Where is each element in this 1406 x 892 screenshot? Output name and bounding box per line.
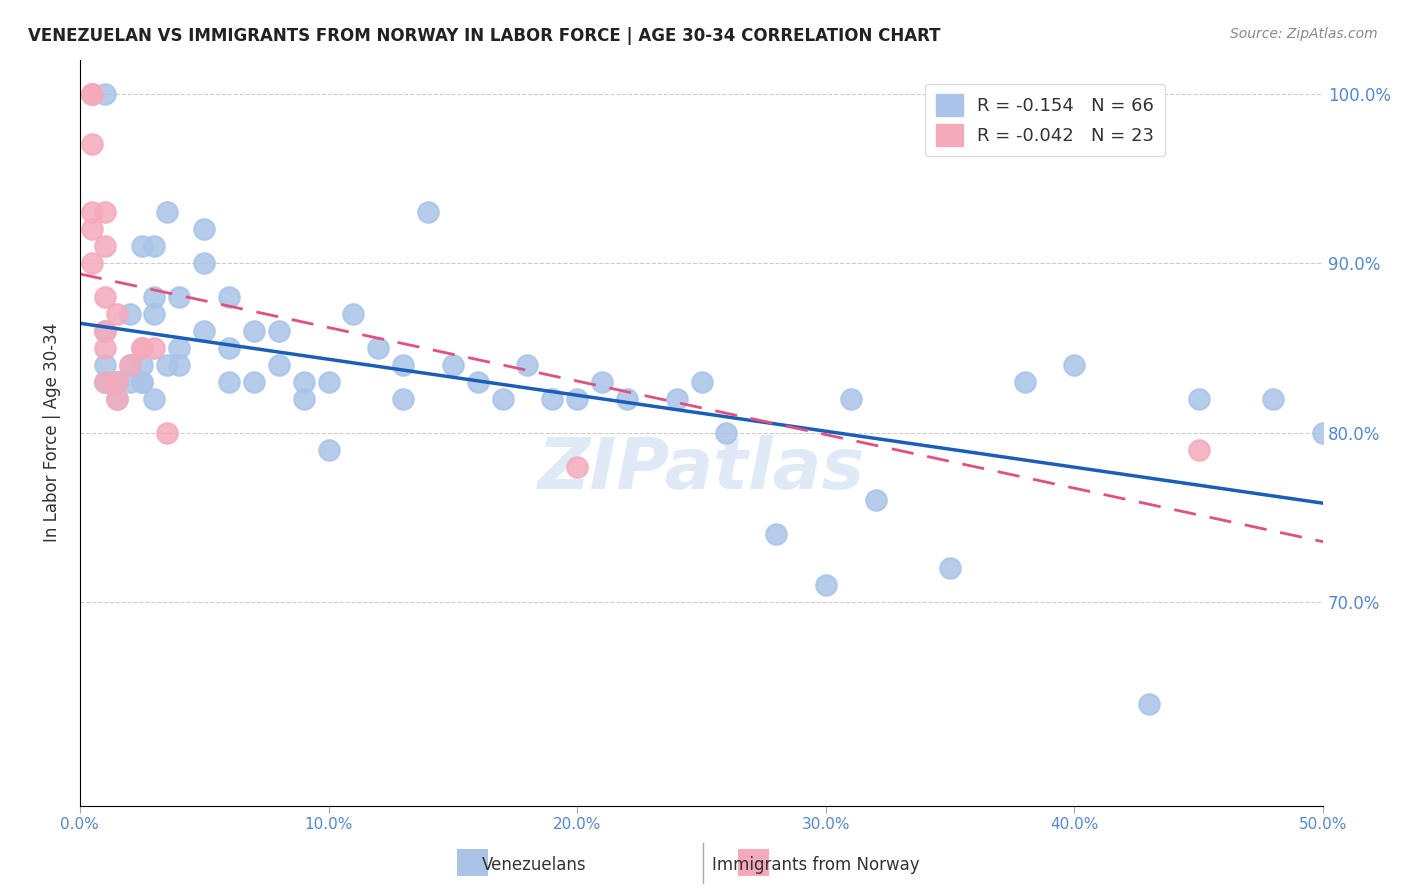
Point [82, 256, 104, 270]
Point [292, 392, 315, 406]
Point [1312, 425, 1334, 440]
Point [865, 493, 887, 508]
Point [93, 290, 115, 304]
Point [716, 425, 738, 440]
Point [218, 341, 240, 355]
Point [342, 307, 364, 321]
Point [105, 392, 128, 406]
Point [82, 137, 104, 152]
Point [567, 459, 589, 474]
Point [690, 375, 713, 389]
Point [193, 324, 215, 338]
Text: Venezuelans: Venezuelans [482, 855, 586, 873]
Point [541, 392, 564, 406]
Text: VENEZUELAN VS IMMIGRANTS FROM NORWAY IN LABOR FORCE | AGE 30-34 CORRELATION CHAR: VENEZUELAN VS IMMIGRANTS FROM NORWAY IN … [28, 27, 941, 45]
Point [131, 239, 153, 253]
Point [93, 205, 115, 219]
Point [665, 392, 688, 406]
Point [82, 87, 104, 101]
Point [82, 87, 104, 101]
Point [567, 392, 589, 406]
Point [839, 392, 862, 406]
Point [93, 341, 115, 355]
Point [1263, 392, 1285, 406]
Point [318, 375, 340, 389]
Point [267, 358, 290, 372]
Point [105, 307, 128, 321]
Point [93, 324, 115, 338]
Point [143, 392, 166, 406]
Point [392, 392, 415, 406]
Point [814, 578, 837, 592]
Text: Immigrants from Norway: Immigrants from Norway [711, 855, 920, 873]
Point [765, 527, 787, 541]
Point [82, 205, 104, 219]
Point [156, 205, 179, 219]
Point [169, 341, 191, 355]
Point [82, 87, 104, 101]
Point [1188, 442, 1211, 457]
Point [218, 375, 240, 389]
Point [93, 375, 115, 389]
Point [416, 205, 439, 219]
Legend: R = -0.154   N = 66, R = -0.042   N = 23: R = -0.154 N = 66, R = -0.042 N = 23 [925, 84, 1166, 156]
Point [218, 290, 240, 304]
Point [118, 307, 141, 321]
Point [616, 392, 638, 406]
Point [105, 375, 128, 389]
Point [93, 239, 115, 253]
Point [243, 375, 266, 389]
Point [105, 392, 128, 406]
Point [131, 358, 153, 372]
Point [143, 307, 166, 321]
Point [105, 375, 128, 389]
Point [193, 256, 215, 270]
Point [82, 222, 104, 236]
Point [93, 375, 115, 389]
Point [143, 239, 166, 253]
Point [441, 358, 464, 372]
Point [491, 392, 513, 406]
Point [318, 442, 340, 457]
Point [118, 375, 141, 389]
Point [292, 375, 315, 389]
Point [118, 358, 141, 372]
Point [1188, 392, 1211, 406]
Point [267, 324, 290, 338]
Text: Source: ZipAtlas.com: Source: ZipAtlas.com [1230, 27, 1378, 41]
Point [1014, 375, 1036, 389]
Point [591, 375, 613, 389]
Point [367, 341, 389, 355]
Point [243, 324, 266, 338]
Text: ZIPatlas: ZIPatlas [538, 435, 865, 504]
Point [392, 358, 415, 372]
Point [156, 425, 179, 440]
Point [105, 375, 128, 389]
Point [105, 375, 128, 389]
Point [939, 561, 962, 575]
Point [93, 358, 115, 372]
Point [1063, 358, 1085, 372]
Y-axis label: In Labor Force | Age 30-34: In Labor Force | Age 30-34 [44, 323, 60, 542]
Point [169, 290, 191, 304]
Point [131, 341, 153, 355]
Point [131, 375, 153, 389]
Point [193, 222, 215, 236]
Point [93, 324, 115, 338]
Point [467, 375, 489, 389]
Point [93, 375, 115, 389]
Point [118, 358, 141, 372]
Point [131, 341, 153, 355]
Point [131, 375, 153, 389]
Point [156, 358, 179, 372]
Point [143, 290, 166, 304]
Point [143, 341, 166, 355]
Point [1137, 697, 1160, 711]
Point [516, 358, 538, 372]
Point [169, 358, 191, 372]
Point [93, 87, 115, 101]
